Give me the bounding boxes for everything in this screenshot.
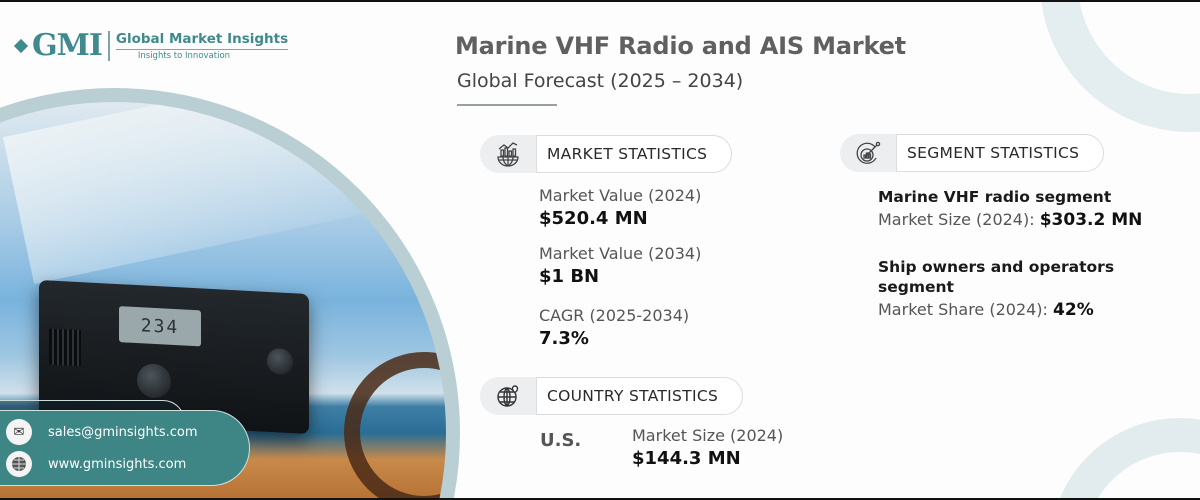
email-link[interactable]: sales@gminsights.com	[48, 424, 198, 440]
decorative-arc-top	[1040, 2, 1200, 132]
contact-email[interactable]: ✉ sales@gminsights.com	[6, 419, 249, 445]
contact-website[interactable]: www.gminsights.com	[6, 451, 249, 477]
segment-2-metric-value: 42%	[1053, 300, 1094, 320]
globe-icon	[6, 451, 32, 477]
envelope-icon: ✉	[6, 419, 32, 445]
contact-strip: ✉ sales@gminsights.com www.gminsights.co…	[0, 410, 250, 486]
segment-2-title: Ship owners and operators segment	[878, 257, 1114, 297]
segment-2-title-line1: Ship owners and operators	[878, 258, 1115, 276]
windshield-glare	[2, 102, 446, 285]
country-market-size-label: Market Size (2024)	[632, 426, 784, 445]
logo-mark: GMI	[13, 28, 103, 63]
radio-display: 234	[119, 306, 201, 347]
globe-pin-icon	[480, 377, 536, 415]
segment-2-title-line2: segment	[878, 278, 954, 296]
country-name: U.S.	[540, 430, 582, 451]
logo-text: Global Market Insights Insights to Innov…	[107, 30, 289, 61]
logo-mark-text: GMI	[32, 28, 103, 63]
segment-1-metric-value: $303.2 MN	[1039, 210, 1143, 230]
segment-1-metric: Market Size (2024): $303.2 MN	[878, 210, 1142, 230]
country-market-size-value: $144.3 MN	[632, 448, 741, 469]
market-statistics-header: MARKET STATISTICS	[480, 135, 733, 173]
segment-2-metric: Market Share (2024): 42%	[878, 300, 1094, 320]
brand-tagline: Insights to Innovation	[115, 48, 289, 61]
logo-diamond-icon	[13, 38, 29, 53]
cagr-value: 7.3%	[539, 328, 589, 349]
segment-statistics-title: SEGMENT STATISTICS	[896, 134, 1105, 172]
decorative-arc-bottom	[1050, 418, 1200, 498]
brand-name: Global Market Insights	[115, 30, 289, 47]
country-statistics-title: COUNTRY STATISTICS	[536, 377, 744, 415]
page-title: Marine VHF Radio and AIS Market	[455, 32, 906, 60]
steering-wheel	[344, 352, 446, 498]
market-value-2024: $520.4 MN	[539, 208, 648, 229]
market-value-2034: $1 BN	[539, 266, 600, 287]
radio-speaker-grille	[49, 328, 81, 367]
segment-1-title: Marine VHF radio segment	[878, 188, 1112, 206]
market-value-2034-label: Market Value (2034)	[539, 244, 702, 263]
segment-1-metric-label: Market Size (2024):	[878, 210, 1040, 229]
title-divider	[457, 104, 557, 106]
country-statistics-header: COUNTRY STATISTICS	[480, 377, 744, 415]
segment-2-metric-label: Market Share (2024):	[878, 300, 1054, 319]
segment-statistics-header: SEGMENT STATISTICS	[840, 134, 1105, 172]
gmi-logo[interactable]: GMI Global Market Insights Insights to I…	[13, 28, 289, 63]
cagr-label: CAGR (2025-2034)	[539, 306, 690, 325]
market-statistics-title: MARKET STATISTICS	[536, 135, 733, 173]
target-chart-icon	[840, 134, 896, 172]
website-link[interactable]: www.gminsights.com	[48, 456, 187, 472]
radio-knob-side	[267, 347, 293, 376]
market-value-2024-label: Market Value (2024)	[539, 186, 702, 205]
page-subtitle: Global Forecast (2025 – 2034)	[457, 70, 744, 92]
chart-globe-icon	[480, 135, 536, 173]
radio-knob-main	[137, 363, 171, 399]
